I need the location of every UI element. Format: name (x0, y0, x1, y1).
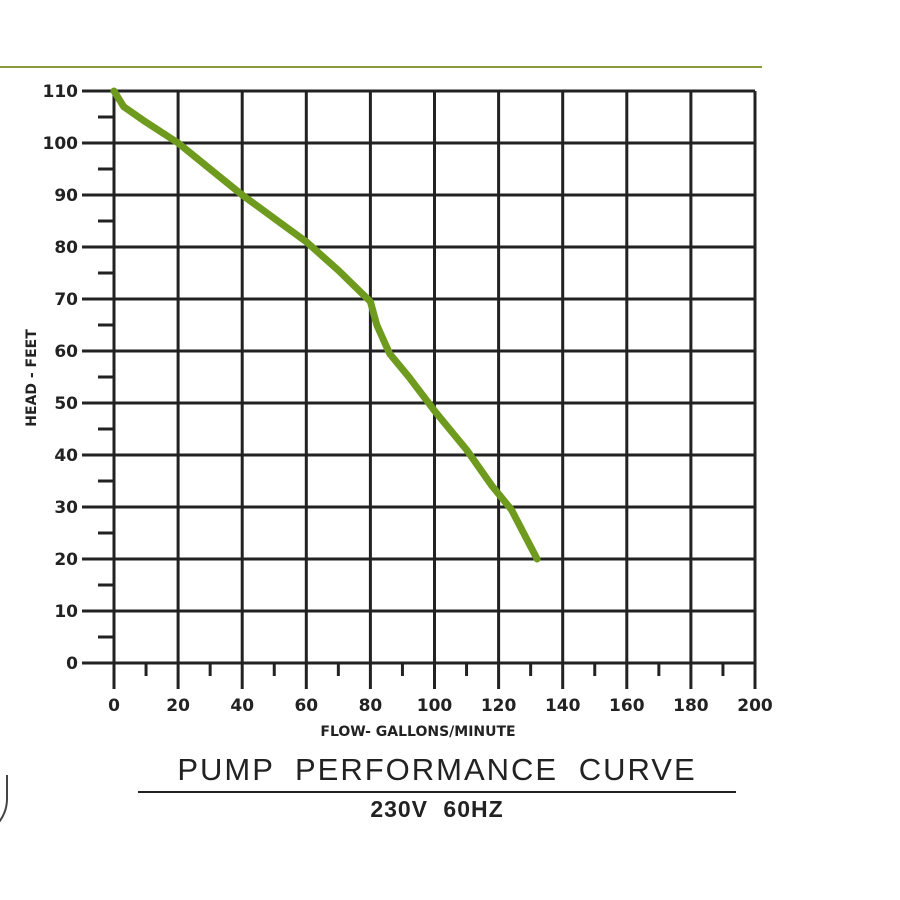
y-tick-label: 20 (54, 550, 78, 570)
x-axis-title: FLOW- GALLONS/MINUTE (320, 724, 515, 740)
x-tick-label: 120 (481, 696, 517, 716)
top-divider-line (0, 66, 762, 68)
y-tick-label: 70 (54, 290, 78, 310)
x-tick-label: 140 (545, 696, 581, 716)
x-tick-label: 200 (737, 696, 773, 716)
chart-title: PUMP PERFORMANCE CURVE (177, 752, 697, 787)
y-tick-label: 80 (54, 238, 78, 258)
edge-arc-decoration (0, 775, 8, 837)
chart-subtitle: 230V 60HZ (370, 796, 504, 822)
x-tick-label: 60 (294, 696, 318, 716)
x-axis-ticks: 0 20 40 60 80 100 120 140 160 180 200 (108, 663, 773, 716)
x-tick-label: 20 (166, 696, 190, 716)
pump-performance-chart: 0 10 20 30 40 50 60 70 80 90 100 110 0 20 40 60 80 100 12… (24, 82, 773, 740)
title-underline (138, 791, 736, 793)
chart-grid (82, 89, 757, 689)
y-tick-label: 90 (54, 186, 78, 206)
x-tick-label: 40 (230, 696, 254, 716)
y-tick-label: 50 (54, 394, 78, 414)
y-tick-label: 110 (43, 82, 79, 102)
x-tick-label: 180 (673, 696, 709, 716)
x-tick-label: 100 (417, 696, 453, 716)
y-tick-label: 30 (54, 498, 78, 518)
y-tick-label: 0 (66, 654, 78, 674)
y-tick-label: 60 (54, 342, 78, 362)
y-axis-ticks: 0 10 20 30 40 50 60 70 80 90 100 110 (43, 82, 114, 674)
pump-curve-line (110, 87, 541, 563)
x-tick-label: 160 (609, 696, 645, 716)
y-axis-title: HEAD - FEET (24, 329, 40, 427)
y-tick-label: 100 (43, 134, 79, 154)
y-tick-label: 40 (54, 446, 78, 466)
x-tick-label: 0 (108, 696, 120, 716)
y-tick-label: 10 (54, 602, 78, 622)
x-tick-label: 80 (359, 696, 383, 716)
